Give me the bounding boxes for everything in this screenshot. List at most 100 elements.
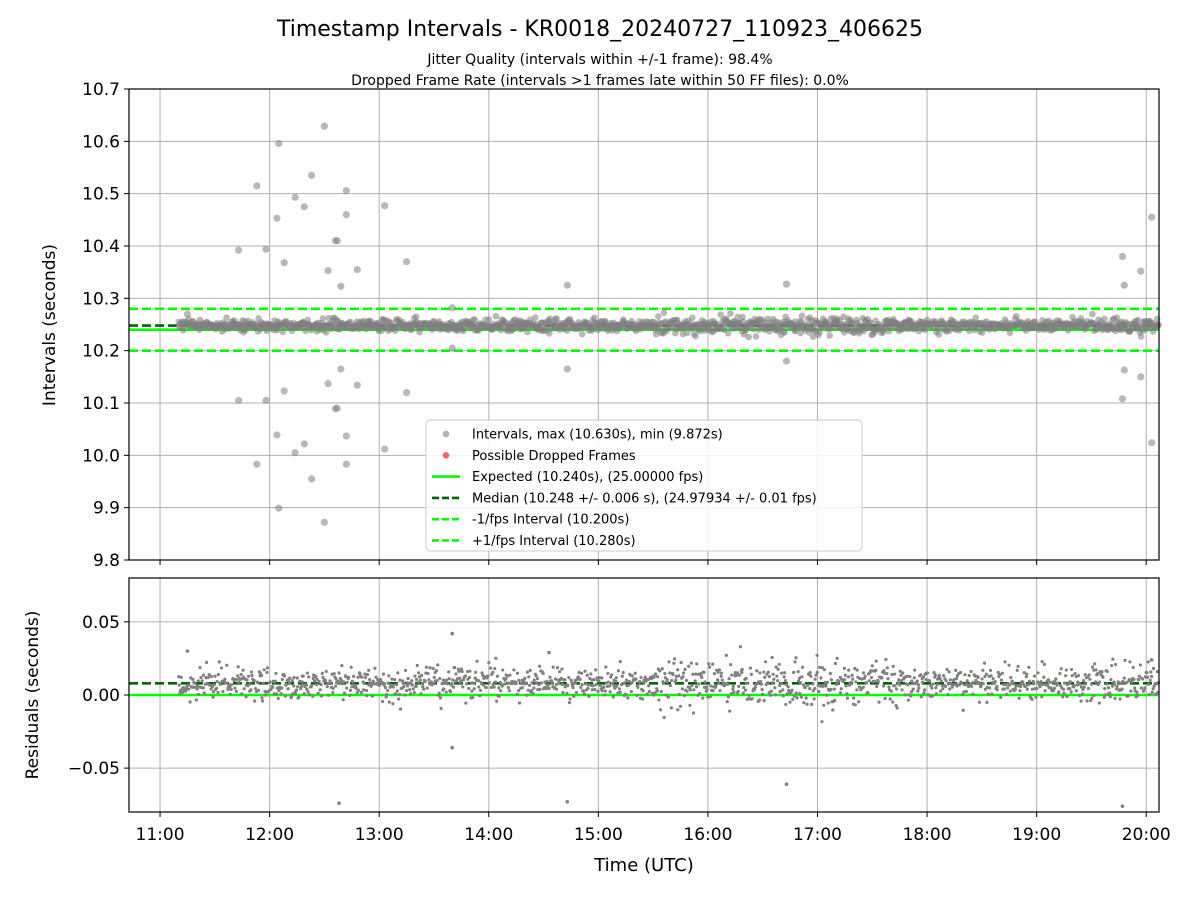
data-point	[517, 678, 521, 682]
data-point	[672, 657, 677, 661]
data-point	[660, 309, 668, 317]
data-point	[284, 682, 288, 686]
data-point	[1068, 686, 1072, 691]
data-point	[1153, 692, 1158, 696]
data-point	[855, 688, 859, 692]
data-point	[565, 691, 569, 696]
data-point	[478, 688, 483, 692]
data-point	[457, 669, 461, 673]
data-point	[528, 668, 532, 672]
data-point	[705, 685, 709, 689]
data-point	[342, 691, 347, 695]
data-point	[570, 681, 574, 685]
data-point	[1111, 657, 1115, 661]
data-point	[620, 674, 624, 678]
data-point	[329, 681, 333, 685]
data-point	[537, 682, 541, 687]
data-point	[779, 681, 783, 685]
data-point	[803, 685, 807, 690]
data-point	[647, 684, 651, 688]
data-point	[888, 697, 892, 701]
data-point	[621, 670, 625, 675]
data-point	[179, 326, 187, 334]
data-point	[934, 692, 939, 696]
data-point	[846, 675, 851, 679]
data-point	[618, 659, 622, 664]
data-point	[1139, 686, 1143, 690]
data-point	[1061, 687, 1066, 691]
data-point	[1069, 667, 1074, 672]
data-point	[219, 666, 224, 670]
data-point	[809, 333, 817, 341]
data-point	[461, 685, 465, 689]
data-point	[1032, 682, 1036, 686]
data-point	[1110, 663, 1114, 668]
data-point	[672, 661, 676, 665]
data-point	[440, 682, 444, 686]
data-point	[717, 668, 722, 672]
data-point	[1079, 699, 1083, 703]
data-point	[1137, 678, 1141, 682]
data-point	[467, 686, 471, 691]
data-point	[731, 684, 735, 688]
data-point	[845, 692, 849, 696]
data-point	[507, 688, 511, 693]
data-point	[1000, 671, 1005, 675]
data-point	[1137, 333, 1145, 340]
data-point	[763, 675, 767, 679]
data-point	[365, 672, 370, 677]
data-point	[1103, 686, 1107, 691]
data-point	[869, 669, 873, 673]
data-point	[818, 684, 823, 688]
data-point	[245, 678, 249, 682]
data-point	[1030, 697, 1034, 702]
data-point	[603, 689, 607, 693]
data-point	[503, 682, 507, 686]
data-point	[386, 681, 390, 685]
data-point	[532, 678, 536, 682]
data-point	[1083, 682, 1088, 686]
data-point	[301, 674, 305, 678]
data-point	[397, 697, 401, 701]
data-point	[969, 684, 974, 689]
data-point	[319, 694, 324, 698]
data-point	[724, 653, 728, 657]
data-point	[1092, 693, 1096, 698]
data-point	[530, 689, 534, 693]
data-point	[201, 673, 206, 677]
data-point	[734, 313, 741, 321]
data-point	[899, 673, 903, 677]
data-point	[770, 655, 774, 660]
data-point	[793, 660, 797, 664]
data-point	[1149, 670, 1153, 674]
data-point	[314, 683, 319, 687]
data-point	[382, 682, 386, 686]
data-point	[205, 660, 209, 664]
data-point	[500, 684, 504, 688]
outlier-point	[353, 265, 361, 274]
data-point	[893, 684, 897, 688]
data-point	[566, 683, 570, 687]
data-point	[616, 669, 620, 673]
data-point	[1090, 682, 1094, 686]
data-point	[740, 671, 744, 675]
data-point	[602, 685, 606, 689]
data-point	[499, 689, 503, 693]
data-point	[667, 660, 671, 664]
data-point	[825, 693, 829, 697]
data-point	[475, 659, 479, 663]
y-tick-label: 10.1	[82, 394, 120, 414]
data-point	[963, 673, 967, 677]
outlier-point	[1120, 281, 1128, 289]
data-point	[545, 679, 549, 683]
data-point	[448, 690, 453, 694]
data-point	[694, 685, 699, 689]
outlier-point	[320, 122, 329, 130]
data-point	[504, 677, 508, 681]
data-point	[191, 677, 195, 681]
data-point	[569, 678, 573, 682]
data-point	[690, 684, 694, 688]
data-point	[768, 693, 773, 697]
data-point	[600, 689, 604, 693]
data-point	[886, 677, 890, 681]
